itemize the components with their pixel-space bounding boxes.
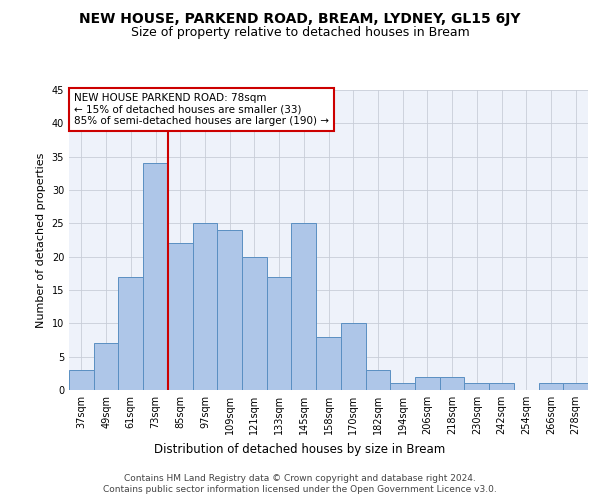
Bar <box>316 336 341 390</box>
Bar <box>539 384 563 390</box>
Bar <box>193 224 217 390</box>
Bar <box>464 384 489 390</box>
Text: Contains public sector information licensed under the Open Government Licence v3: Contains public sector information licen… <box>103 485 497 494</box>
Text: Distribution of detached houses by size in Bream: Distribution of detached houses by size … <box>154 442 446 456</box>
Bar <box>94 344 118 390</box>
Bar <box>563 384 588 390</box>
Bar <box>341 324 365 390</box>
Bar <box>365 370 390 390</box>
Bar <box>168 244 193 390</box>
Bar <box>390 384 415 390</box>
Bar <box>118 276 143 390</box>
Y-axis label: Number of detached properties: Number of detached properties <box>36 152 46 328</box>
Bar <box>440 376 464 390</box>
Text: Size of property relative to detached houses in Bream: Size of property relative to detached ho… <box>131 26 469 39</box>
Bar <box>242 256 267 390</box>
Bar <box>267 276 292 390</box>
Bar <box>415 376 440 390</box>
Bar <box>489 384 514 390</box>
Bar <box>69 370 94 390</box>
Bar <box>143 164 168 390</box>
Bar <box>292 224 316 390</box>
Text: Contains HM Land Registry data © Crown copyright and database right 2024.: Contains HM Land Registry data © Crown c… <box>124 474 476 483</box>
Text: NEW HOUSE, PARKEND ROAD, BREAM, LYDNEY, GL15 6JY: NEW HOUSE, PARKEND ROAD, BREAM, LYDNEY, … <box>79 12 521 26</box>
Text: NEW HOUSE PARKEND ROAD: 78sqm
← 15% of detached houses are smaller (33)
85% of s: NEW HOUSE PARKEND ROAD: 78sqm ← 15% of d… <box>74 93 329 126</box>
Bar <box>217 230 242 390</box>
